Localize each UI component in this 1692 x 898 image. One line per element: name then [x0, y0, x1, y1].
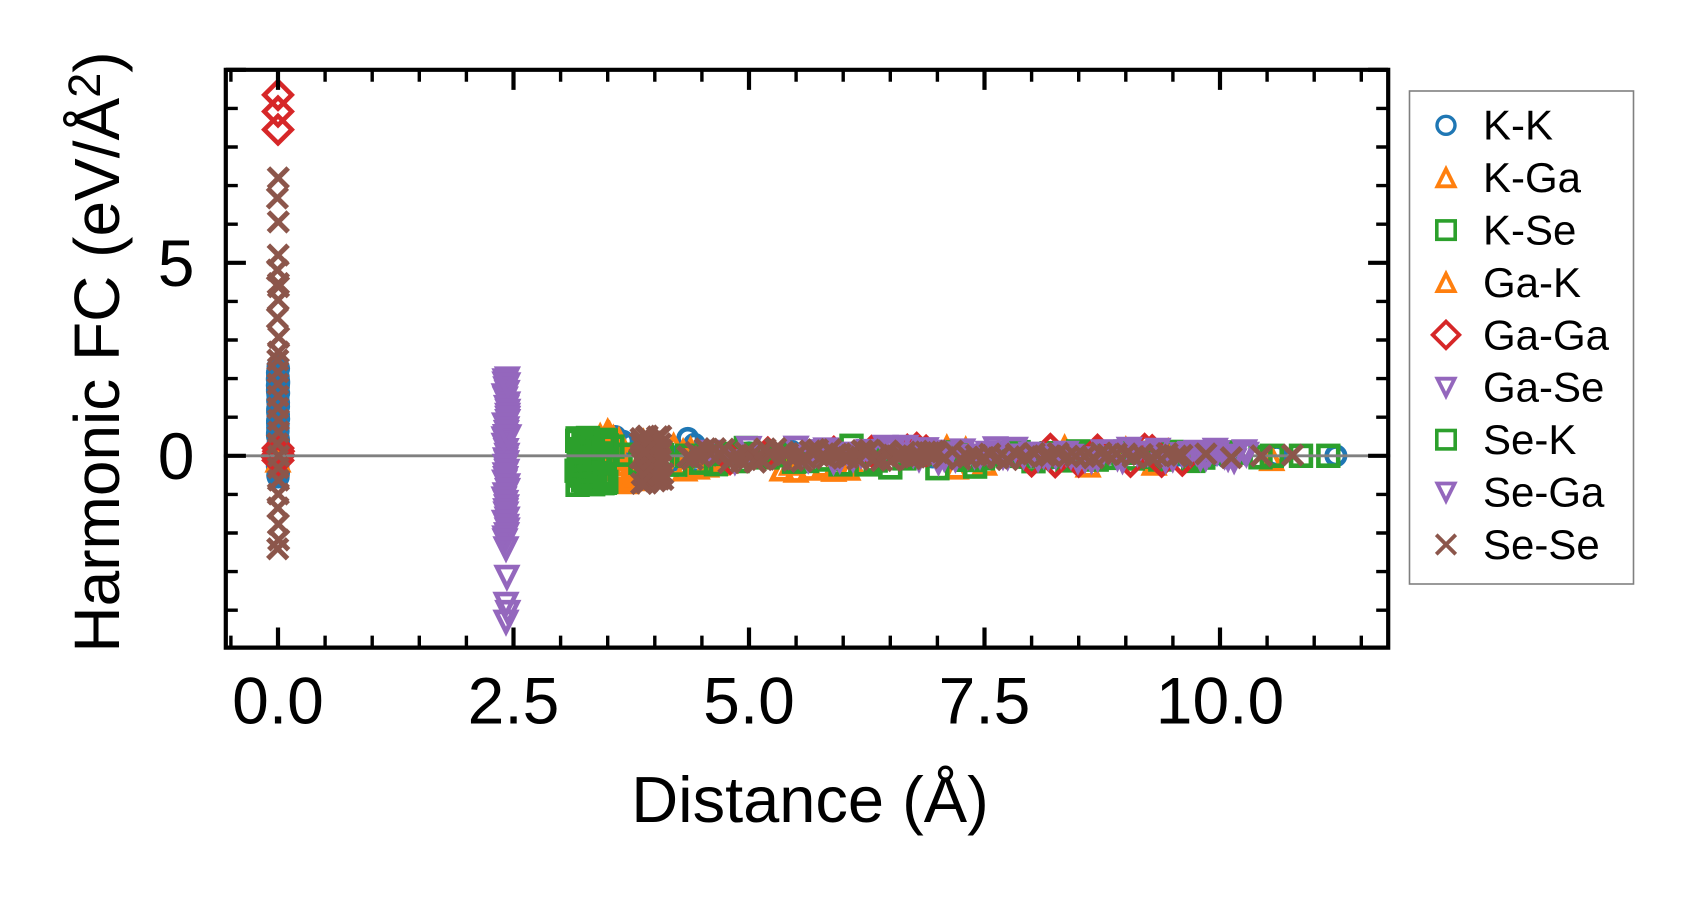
svg-text:Ga-Ga: Ga-Ga [1483, 311, 1610, 358]
svg-text:Harmonic FC (eV/Å2): Harmonic FC (eV/Å2) [59, 51, 133, 652]
svg-text:K-Ga: K-Ga [1483, 154, 1582, 201]
svg-text:K-Se: K-Se [1483, 207, 1576, 254]
svg-text:Ga-K: Ga-K [1483, 259, 1581, 306]
svg-text:0: 0 [158, 419, 195, 493]
svg-text:Ga-Se: Ga-Se [1483, 364, 1604, 411]
svg-text:K-K: K-K [1483, 102, 1553, 149]
svg-text:5: 5 [158, 226, 195, 300]
svg-text:Se-Se: Se-Se [1483, 521, 1600, 568]
svg-text:Se-Ga: Se-Ga [1483, 469, 1605, 516]
svg-text:Se-K: Se-K [1483, 416, 1576, 463]
svg-text:Distance (Å): Distance (Å) [631, 763, 989, 836]
svg-text:2.5: 2.5 [468, 663, 560, 737]
svg-text:10.0: 10.0 [1156, 663, 1284, 737]
svg-text:0.0: 0.0 [232, 663, 324, 737]
svg-text:7.5: 7.5 [939, 663, 1031, 737]
svg-text:5.0: 5.0 [703, 663, 795, 737]
